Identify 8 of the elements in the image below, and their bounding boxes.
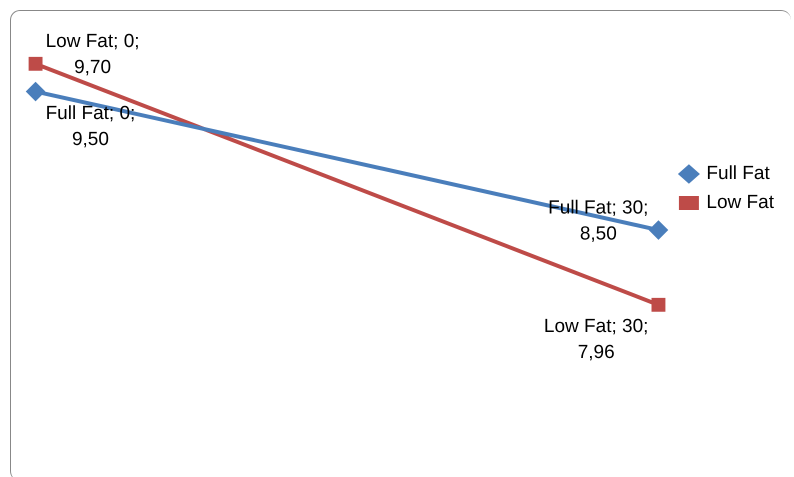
point (652, 298, 666, 312)
point (649, 221, 668, 240)
data-label: Low Fat; 0; 9,70 (46, 31, 140, 78)
legend-label: Low Fat (706, 192, 775, 214)
legend-label: Full Fat (706, 163, 770, 184)
point (28, 56, 43, 71)
point (26, 82, 45, 101)
data-label: Low Fat; 30; 7,96 (544, 316, 648, 364)
